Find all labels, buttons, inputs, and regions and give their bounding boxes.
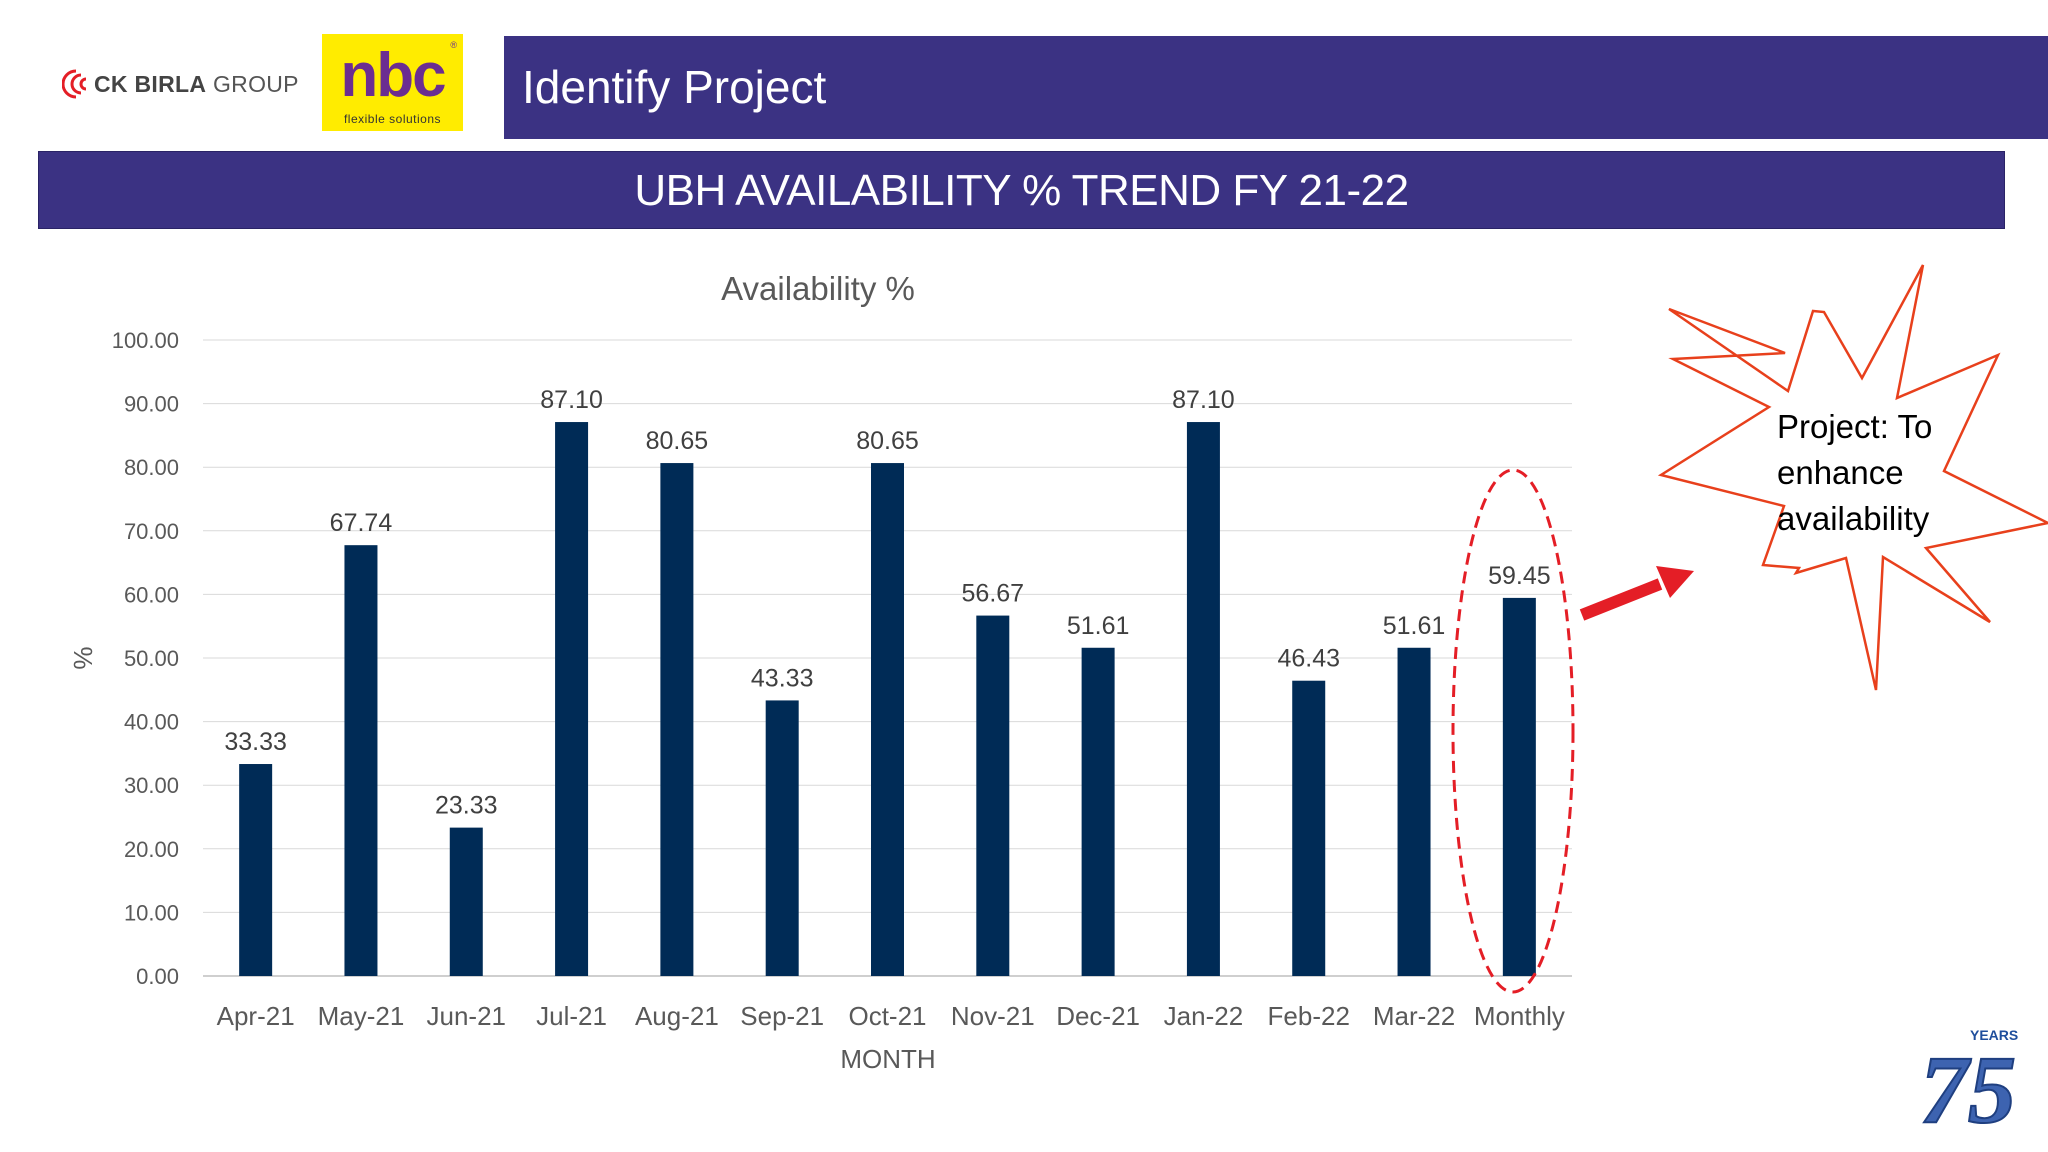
bar: [1081, 647, 1115, 976]
bar: [449, 827, 483, 976]
nbc-logo-word: nbc: [340, 41, 446, 110]
bar: [871, 463, 904, 976]
badge-years-text: YEARS: [1970, 1027, 2018, 1043]
y-axis-ticks: 0.00 10.00 20.00 30.00 40.00 50.00 60.00 70.00 8…: [112, 328, 179, 989]
bar: [976, 615, 1010, 976]
y-tick-label: 60.00: [124, 582, 179, 607]
data-label: 33.33: [224, 728, 287, 756]
x-tick-label: Sep-21: [740, 1001, 824, 1031]
y-tick-label: 70.00: [124, 519, 179, 544]
callout-line: availability: [1777, 500, 1930, 537]
y-tick-label: 90.00: [124, 392, 179, 417]
bar: [344, 545, 378, 976]
data-label: 43.33: [751, 664, 814, 692]
x-axis-ticks: Apr-21 May-21 Jun-21 Jul-21 Aug-21 Sep-21 Oct-…: [217, 1001, 1565, 1031]
x-tick-label: Dec-21: [1056, 1001, 1140, 1031]
y-tick-label: 30.00: [124, 773, 179, 798]
y-tick-label: 80.00: [124, 455, 179, 480]
x-tick-label: Aug-21: [635, 1001, 719, 1031]
registered-mark-icon: ®: [450, 40, 457, 50]
bar: [1397, 647, 1431, 976]
data-label: 51.61: [1383, 612, 1446, 640]
x-tick-label: May-21: [318, 1001, 405, 1031]
data-label: 87.10: [1172, 386, 1235, 414]
bar: [555, 422, 589, 976]
callout-text: Project: To enhance availability: [1777, 404, 1977, 542]
starburst-shape: [1657, 264, 2048, 691]
y-tick-label: 50.00: [124, 646, 179, 671]
data-label: 59.45: [1488, 562, 1551, 590]
bar: [1186, 422, 1220, 976]
ck-birla-logo: CK BIRLA GROUP: [61, 64, 299, 104]
callout-line: enhance: [1777, 454, 1904, 491]
bar: [660, 463, 694, 976]
x-axis-title: MONTH: [840, 1044, 935, 1074]
x-tick-label: Nov-21: [951, 1001, 1035, 1031]
x-tick-label: Mar-22: [1373, 1001, 1455, 1031]
x-tick-label: Feb-22: [1268, 1001, 1350, 1031]
y-tick-label: 0.00: [136, 964, 179, 989]
callout-line: Project: To: [1777, 408, 1933, 445]
ck-birla-logo-text: CK BIRLA GROUP: [94, 70, 299, 97]
highlight-ellipse: [1451, 468, 1575, 994]
y-axis-title: %: [68, 646, 98, 669]
y-tick-label: 20.00: [124, 837, 179, 862]
section-banner: Identify Project: [504, 36, 2048, 139]
data-label: 67.74: [330, 509, 393, 537]
x-tick-label: Apr-21: [217, 1001, 295, 1031]
data-label: 80.65: [646, 427, 709, 455]
chart-title: Availability %: [721, 270, 915, 307]
arrow-icon: [1579, 566, 1694, 621]
data-label: 80.65: [856, 427, 919, 455]
x-tick-label: Monthly: [1474, 1001, 1565, 1031]
data-label: 46.43: [1277, 645, 1340, 673]
y-tick-label: 100.00: [112, 328, 179, 353]
data-label: 51.61: [1067, 612, 1130, 640]
data-label: 56.67: [962, 580, 1025, 608]
bar: [1292, 680, 1326, 976]
nbc-logo: nbc flexible solutions ®: [322, 34, 463, 131]
data-label: 87.10: [540, 386, 603, 414]
bar: [765, 700, 799, 976]
bar: [1502, 597, 1536, 976]
y-tick-label: 40.00: [124, 710, 179, 735]
y-tick-label: 10.00: [124, 900, 179, 925]
75-years-badge: YEARS 75: [1919, 1027, 2018, 1132]
value-labels: 33.33 67.74 23.33 87.10 80.65 43.33 80.65 56.67…: [224, 386, 1550, 820]
ck-birla-emblem-icon: [61, 68, 88, 100]
x-tick-label: Jan-22: [1164, 1001, 1244, 1031]
bar: [239, 764, 273, 976]
x-tick-label: Oct-21: [848, 1001, 926, 1031]
slide-title: UBH AVAILABILITY % TREND FY 21-22: [38, 151, 2005, 229]
chart-bars: [239, 422, 1536, 976]
nbc-logo-tagline: flexible solutions: [343, 112, 442, 126]
data-label: 23.33: [435, 792, 498, 820]
x-tick-label: Jun-21: [427, 1001, 507, 1031]
badge-number: 75: [1920, 1036, 2016, 1132]
x-tick-label: Jul-21: [536, 1001, 607, 1031]
